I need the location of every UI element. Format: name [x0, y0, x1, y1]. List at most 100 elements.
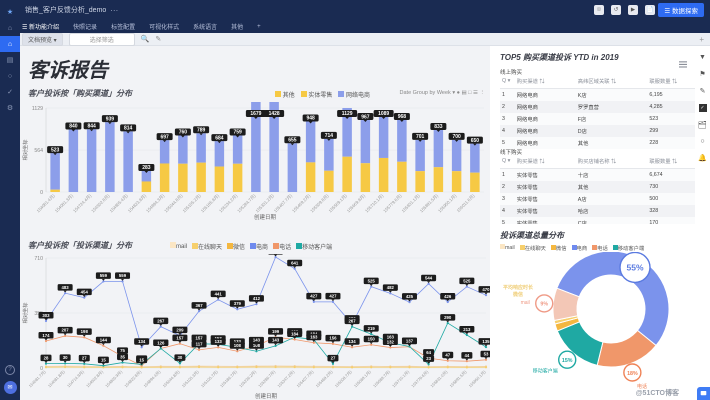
svg-text:相对坐标: 相对坐标 [21, 303, 29, 324]
svg-text:155669.7月): 155669.7月) [372, 369, 392, 389]
svg-text:564: 564 [34, 148, 43, 154]
svg-text:微信: 微信 [512, 291, 523, 298]
svg-text:559: 559 [100, 273, 108, 278]
svg-text:157: 157 [195, 335, 203, 340]
svg-text:55%: 55% [626, 262, 643, 272]
svg-text:412: 412 [253, 296, 261, 301]
svg-text:154081.7月): 154081.7月) [28, 369, 48, 389]
svg-text:154894.4月): 154894.4月) [142, 369, 162, 389]
svg-text:156011.6月): 156011.6月) [456, 193, 477, 214]
svg-text:154081.8月): 154081.8月) [47, 369, 67, 389]
svg-text:650: 650 [471, 138, 480, 144]
svg-text:15%: 15% [562, 358, 573, 364]
svg-text:697: 697 [160, 134, 169, 140]
svg-text:155569.1月): 155569.1月) [353, 369, 373, 389]
svg-text:425: 425 [406, 294, 414, 299]
svg-text:133: 133 [215, 339, 223, 344]
svg-text:27: 27 [82, 356, 87, 361]
svg-text:155347.2月): 155347.2月) [276, 369, 296, 389]
svg-text:155950.1月): 155950.1月) [437, 193, 458, 214]
svg-text:平均响应时长: 平均响应时长 [503, 284, 534, 291]
svg-text:283: 283 [142, 165, 151, 171]
svg-text:1428: 1428 [269, 111, 280, 117]
svg-text:150: 150 [368, 337, 376, 342]
svg-text:844: 844 [87, 123, 96, 129]
svg-text:1129: 1129 [32, 106, 43, 112]
svg-text:1679: 1679 [250, 111, 261, 117]
svg-text:213: 213 [463, 327, 471, 332]
svg-text:454: 454 [81, 289, 89, 294]
svg-text:184: 184 [291, 331, 299, 336]
svg-text:mail: mail [521, 300, 530, 306]
svg-text:379: 379 [234, 301, 242, 306]
svg-text:833: 833 [434, 124, 443, 130]
svg-text:427: 427 [329, 294, 337, 299]
svg-text:710: 710 [34, 256, 43, 262]
svg-text:303: 303 [42, 313, 50, 318]
svg-text:155469.2月): 155469.2月) [315, 369, 335, 389]
svg-text:198: 198 [81, 329, 89, 334]
svg-text:53: 53 [484, 352, 489, 357]
svg-text:155710.1月): 155710.1月) [391, 369, 411, 389]
svg-text:155950.1月): 155950.1月) [468, 369, 488, 389]
svg-text:117: 117 [196, 342, 204, 347]
svg-text:相对坐标: 相对坐标 [21, 140, 29, 161]
svg-text:714: 714 [325, 133, 334, 139]
svg-text:154714.9月): 154714.9月) [66, 369, 86, 389]
svg-text:483: 483 [62, 285, 70, 290]
svg-text:126: 126 [157, 340, 165, 345]
svg-text:209: 209 [176, 327, 184, 332]
svg-text:789: 789 [197, 127, 206, 133]
svg-text:290: 290 [444, 315, 452, 320]
svg-text:700: 700 [452, 134, 461, 140]
svg-text:760: 760 [179, 130, 188, 136]
svg-text:143: 143 [272, 338, 280, 343]
svg-text:134: 134 [138, 339, 146, 344]
svg-text:155407.7月): 155407.7月) [295, 369, 315, 389]
svg-text:创建日期: 创建日期 [254, 213, 277, 221]
svg-text:1089: 1089 [378, 111, 389, 117]
svg-text:427: 427 [310, 294, 318, 299]
svg-text:968: 968 [398, 114, 407, 120]
svg-text:155779.6月): 155779.6月) [410, 369, 430, 389]
svg-text:30: 30 [63, 355, 68, 360]
svg-text:155831.0月): 155831.0月) [429, 369, 449, 389]
svg-text:64: 64 [426, 350, 431, 355]
svg-text:441: 441 [215, 291, 223, 296]
svg-text:655: 655 [288, 137, 297, 143]
svg-text:814: 814 [124, 126, 133, 132]
svg-text:44: 44 [464, 353, 469, 358]
svg-text:155236.2月): 155236.2月) [238, 369, 258, 389]
svg-text:155508.7月): 155508.7月) [334, 369, 354, 389]
svg-text:155286.7月): 155286.7月) [257, 369, 277, 389]
svg-text:939: 939 [106, 116, 115, 122]
svg-text:154805.9月): 154805.9月) [104, 369, 124, 389]
svg-text:28: 28 [44, 355, 49, 360]
svg-text:创建日期: 创建日期 [255, 392, 278, 400]
svg-text:155105.7月): 155105.7月) [200, 369, 220, 389]
svg-text:174: 174 [42, 333, 50, 338]
svg-text:948: 948 [306, 116, 315, 122]
svg-text:199: 199 [272, 329, 280, 334]
svg-text:132: 132 [387, 339, 395, 344]
svg-text:155105.3月): 155105.3月) [181, 369, 201, 389]
svg-text:30: 30 [178, 355, 183, 360]
svg-text:482: 482 [387, 285, 395, 290]
svg-text:426: 426 [444, 294, 452, 299]
svg-text:75: 75 [120, 348, 125, 353]
svg-text:967: 967 [361, 114, 370, 120]
svg-text:207: 207 [62, 328, 70, 333]
svg-text:701: 701 [416, 134, 425, 140]
svg-text:135: 135 [482, 339, 490, 344]
svg-text:0: 0 [40, 190, 43, 196]
svg-text:470: 470 [482, 287, 490, 292]
svg-text:156: 156 [329, 336, 337, 341]
svg-text:267: 267 [349, 318, 357, 323]
svg-text:219: 219 [368, 326, 376, 331]
svg-text:267: 267 [157, 318, 165, 323]
svg-text:525: 525 [463, 278, 471, 283]
svg-text:163: 163 [310, 335, 318, 340]
svg-text:157: 157 [176, 335, 184, 340]
svg-text:9%: 9% [540, 302, 548, 308]
svg-text:移动客户端: 移动客户端 [533, 368, 558, 375]
